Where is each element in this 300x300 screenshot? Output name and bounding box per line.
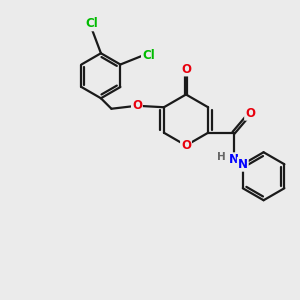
Text: O: O: [132, 99, 142, 112]
Text: N: N: [238, 158, 248, 171]
Text: O: O: [181, 62, 191, 76]
Text: Cl: Cl: [142, 49, 155, 62]
Text: H: H: [217, 152, 225, 162]
Text: O: O: [181, 139, 191, 152]
Text: N: N: [229, 153, 238, 166]
Text: O: O: [245, 107, 255, 120]
Text: Cl: Cl: [85, 17, 98, 30]
